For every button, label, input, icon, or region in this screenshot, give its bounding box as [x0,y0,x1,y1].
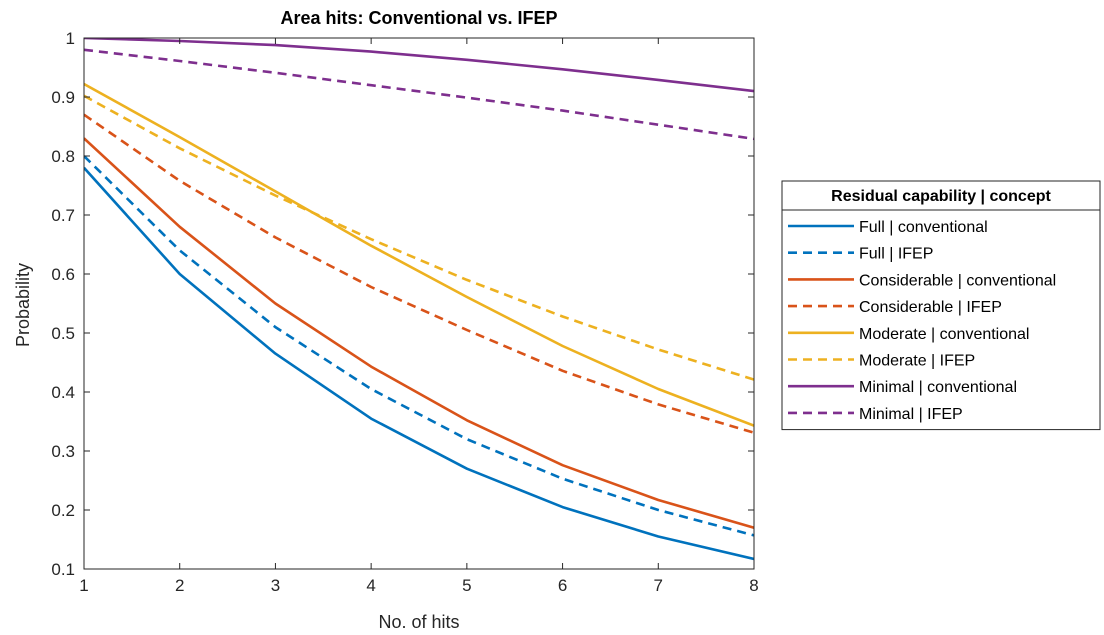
series-lines [84,38,754,561]
series-line-considerable-conventional [84,137,754,529]
y-tick-label: 0.9 [51,88,75,107]
legend-entry-label: Considerable | conventional [859,272,1056,289]
x-tick-label: 1 [79,576,88,595]
series-line-moderate-conventional [84,82,754,427]
y-tick-label: 0.8 [51,147,75,166]
x-axis-label: No. of hits [378,612,459,632]
legend: Residual capability | concept Full | conv… [781,180,1101,431]
legend-title: Residual capability | concept [831,188,1051,205]
legend-entry-label: Moderate | conventional [859,326,1029,343]
series-line-minimal-ifep [84,48,754,141]
x-tick-label: 5 [462,576,471,595]
y-tick-label: 0.2 [51,501,75,520]
chart-title: Area hits: Conventional vs. IFEP [280,8,557,28]
x-tick-label: 2 [175,576,184,595]
legend-entry-label: Full | conventional [859,219,988,236]
y-tick-label: 0.5 [51,324,75,343]
plot-background [84,38,754,569]
legend-entry-label: Minimal | IFEP [859,406,963,423]
x-tick-label: 3 [271,576,280,595]
plot-area: 1 2 3 4 5 6 7 8 0.1 0.2 0.3 0.4 0.5 0.6 0.7 0.8 0.9 1 [51,29,758,595]
series-line-full-ifep [84,155,754,537]
plot-frame [83,37,755,570]
y-tick-label: 1 [66,29,75,48]
x-tick-label: 6 [558,576,567,595]
y-tick-label: 0.7 [51,206,75,225]
x-tick-label: 8 [749,576,758,595]
y-tick-label: 0.1 [51,560,75,579]
legend-entry-label: Moderate | IFEP [859,353,975,370]
legend-entry-label: Considerable | IFEP [859,299,1002,316]
series-line-full-conventional [84,166,754,561]
y-tick-label: 0.4 [51,383,75,402]
legend-entry-label: Full | IFEP [859,246,933,263]
series-line-moderate-ifep [84,94,754,381]
y-tick-label: 0.6 [51,265,75,284]
x-tick-label: 7 [654,576,663,595]
series-line-minimal-conventional [84,38,754,93]
y-axis-label: Probability [13,263,33,347]
x-tick-label: 4 [366,576,375,595]
legend-entry-label: Minimal | conventional [859,379,1017,396]
y-tick-label: 0.3 [51,442,75,461]
legend-box [781,180,1101,431]
